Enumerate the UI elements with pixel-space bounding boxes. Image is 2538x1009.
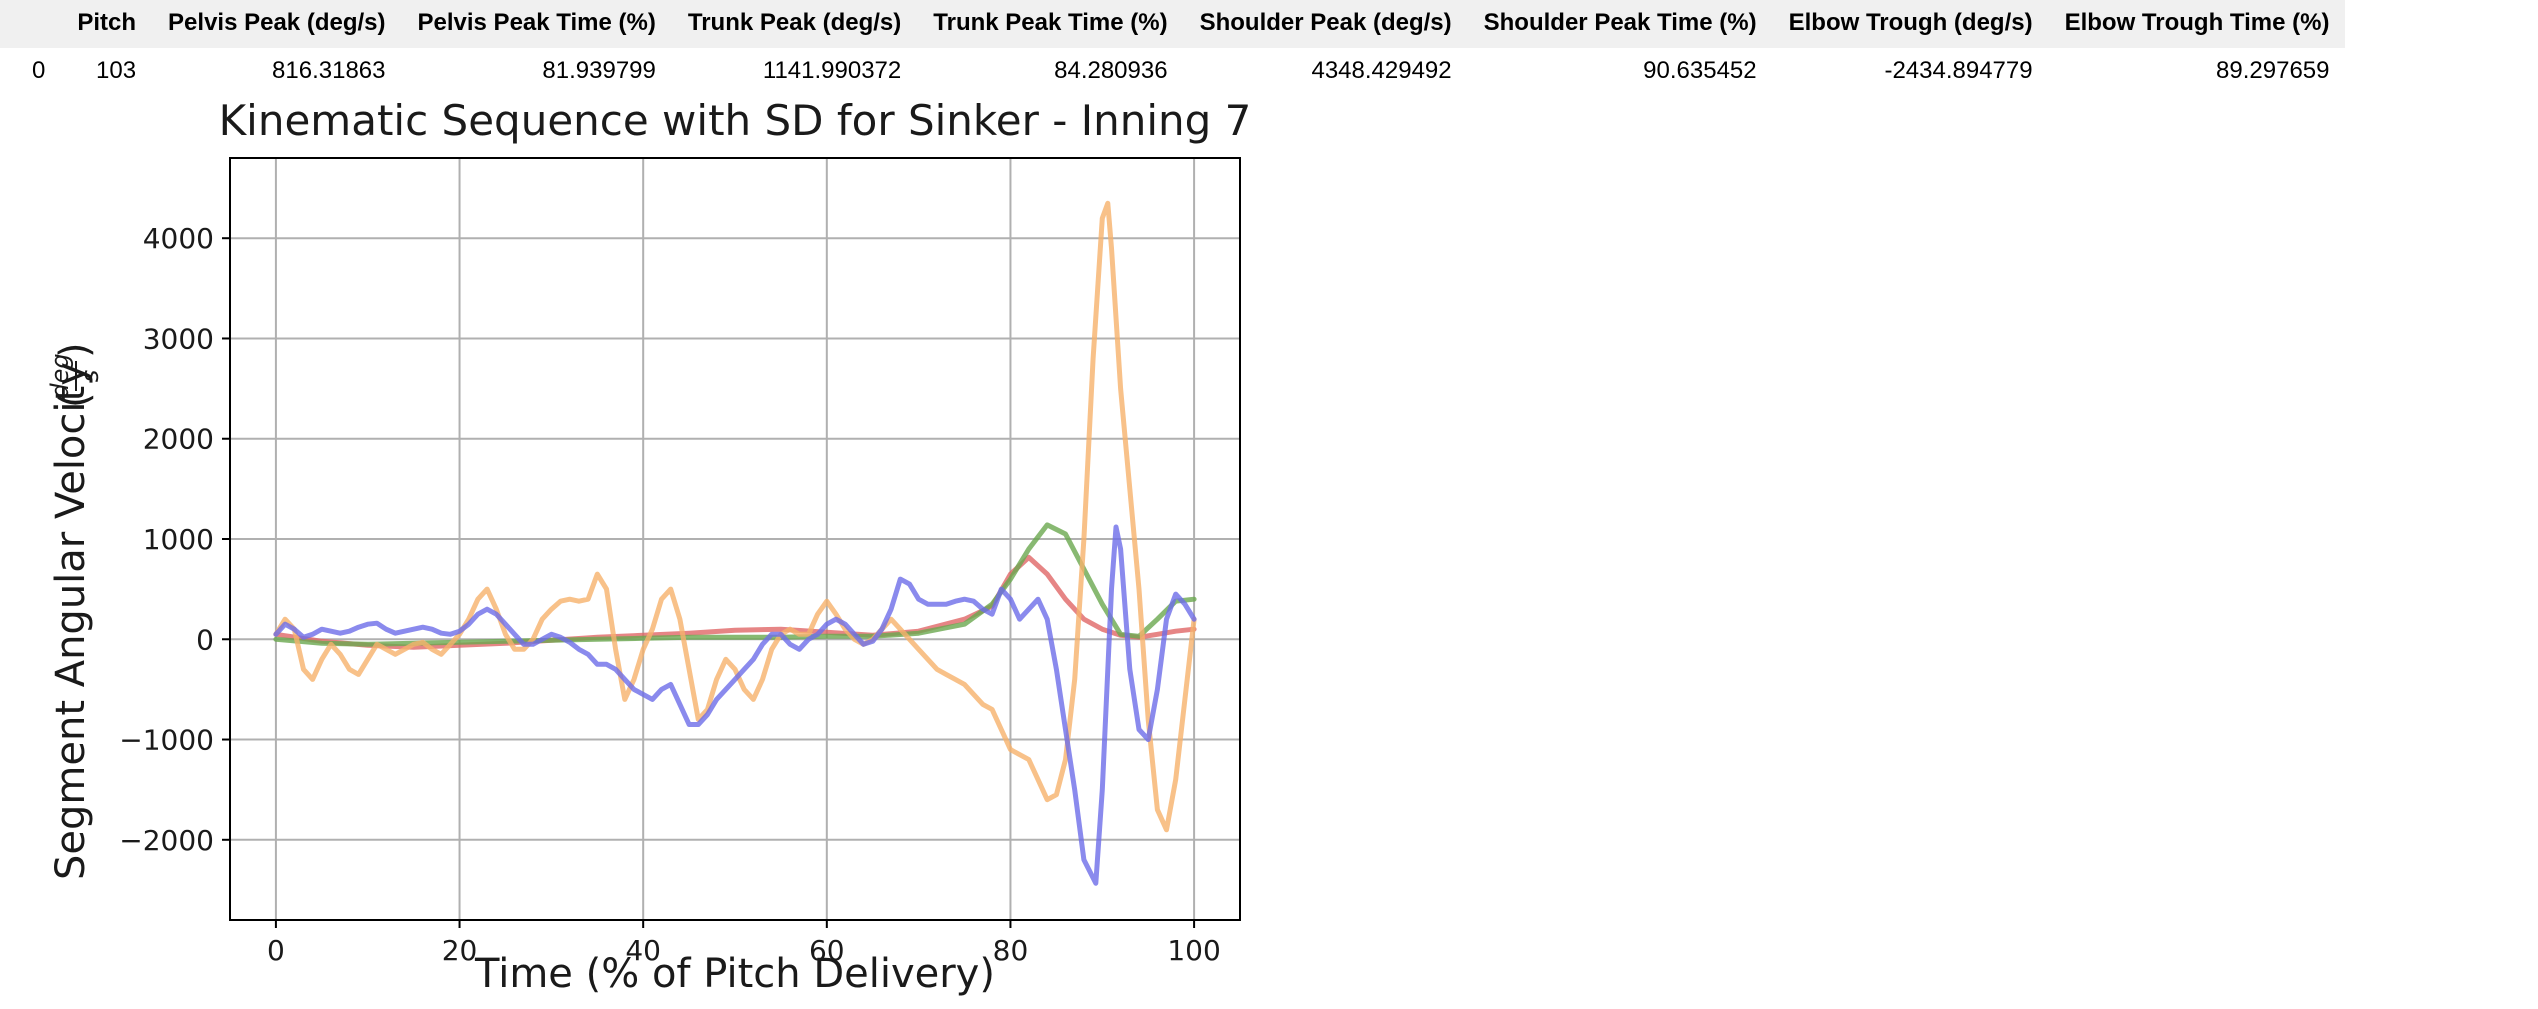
- table-column-header: Trunk Peak Time (%): [933, 9, 1168, 36]
- table-cell: 816.31863: [272, 57, 386, 84]
- table-column-header: Shoulder Peak (deg/s): [1199, 9, 1452, 36]
- y-axis-ticks: −2000 −1000 0 1000 2000 3000 4000: [119, 222, 230, 857]
- table-column-header: Pelvis Peak (deg/s): [168, 9, 386, 36]
- table-header-row: Pitch Pelvis Peak (deg/s) Pelvis Peak Time…: [0, 0, 2346, 48]
- y-tick-label: 2000: [143, 423, 214, 456]
- table-column-header: Pelvis Peak Time (%): [417, 9, 656, 36]
- x-axis-label: Time (% of Pitch Delivery): [474, 951, 995, 997]
- table-cell: 81.939799: [542, 57, 656, 84]
- table-cell: 103: [96, 57, 137, 84]
- x-tick-label: 40: [625, 934, 661, 967]
- table-cell: 1141.990372: [762, 57, 902, 84]
- grid-lines: [230, 158, 1240, 920]
- series-layer: [273, 200, 1197, 886]
- y-axis-unit-open-paren: (: [52, 392, 98, 408]
- y-tick-label: −1000: [119, 724, 214, 757]
- series-line-4: [273, 524, 1197, 886]
- table-cell: 89.297659: [2216, 57, 2330, 84]
- y-axis-label: Segment Angular Velocity: [48, 362, 94, 880]
- x-tick-label: 0: [267, 934, 285, 967]
- table-cell: 84.280936: [1054, 57, 1168, 84]
- y-axis-label-group: Segment Angular Velocity ( deg s ): [46, 342, 104, 880]
- y-tick-label: 1000: [143, 523, 214, 556]
- x-axis-ticks: 0 20 40 60 80 100: [267, 920, 1221, 967]
- x-tick-label: 60: [809, 934, 845, 967]
- table-cell: -2434.894779: [1884, 57, 2033, 84]
- table-column-header: Shoulder Peak Time (%): [1483, 9, 1757, 36]
- table-index-header: [0, 0, 61, 48]
- dataframe-table: Pitch Pelvis Peak (deg/s) Pelvis Peak Time…: [0, 0, 2346, 94]
- kinematic-chart: Kinematic Sequence with SD for Sinker - …: [46, 96, 1252, 997]
- y-tick-label: 0: [196, 623, 214, 656]
- y-tick-label: 3000: [143, 322, 214, 355]
- table-column-header: Elbow Trough Time (%): [2064, 9, 2330, 36]
- series-line-1: [273, 554, 1197, 650]
- table-column-header: Elbow Trough (deg/s): [1788, 9, 2033, 36]
- x-tick-label: 100: [1167, 934, 1220, 967]
- table-column-header: Trunk Peak (deg/s): [687, 9, 902, 36]
- y-axis-unit-close-paren: ): [52, 342, 98, 358]
- table-cell: 4348.429492: [1311, 57, 1452, 84]
- y-tick-label: −2000: [119, 824, 214, 857]
- series-line-3: [273, 200, 1197, 833]
- x-tick-label: 20: [442, 934, 478, 967]
- chart-container: Kinematic Sequence with SD for Sinker - …: [0, 90, 1260, 1004]
- table-cell: 90.635452: [1643, 57, 1757, 84]
- table-row: 0 103 816.31863 81.939799 1141.990372 84.2809…: [0, 48, 2345, 94]
- x-tick-label: 80: [993, 934, 1029, 967]
- table-body: 0 103 816.31863 81.939799 1141.990372 84.2809…: [0, 48, 2345, 94]
- table-row-index: 0: [32, 57, 46, 84]
- y-axis-unit-denominator: s: [76, 370, 104, 383]
- y-axis-unit-numerator: deg: [46, 353, 74, 398]
- chart-title: Kinematic Sequence with SD for Sinker - …: [219, 96, 1252, 145]
- y-tick-label: 4000: [143, 222, 214, 255]
- table-column-header: Pitch: [77, 9, 137, 36]
